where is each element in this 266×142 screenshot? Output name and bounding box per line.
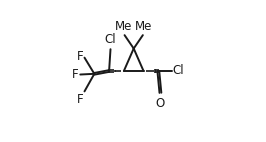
Text: Me: Me (115, 20, 132, 33)
Text: O: O (156, 97, 165, 110)
Text: F: F (76, 93, 83, 106)
Text: Cl: Cl (105, 33, 116, 46)
Text: F: F (76, 50, 83, 63)
Text: Cl: Cl (172, 64, 184, 78)
Text: F: F (72, 68, 79, 81)
Text: Me: Me (135, 20, 152, 33)
